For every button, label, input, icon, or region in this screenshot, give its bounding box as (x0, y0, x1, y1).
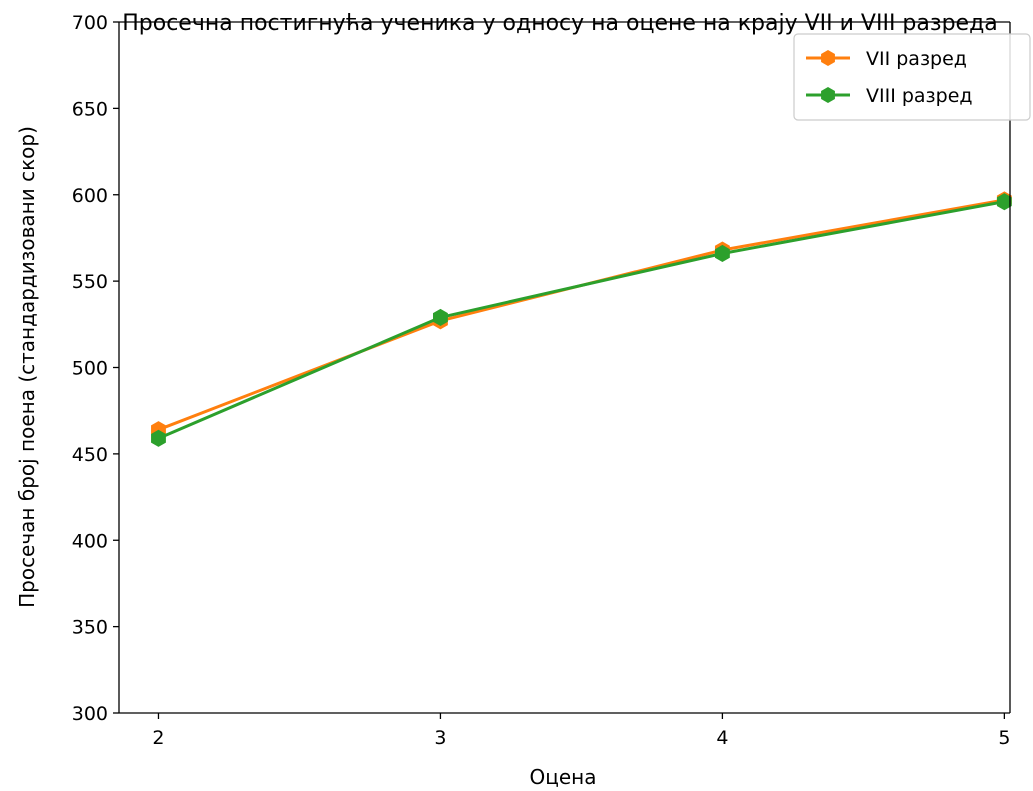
y-tick-label: 400 (72, 530, 108, 552)
legend-label: VIII разред (866, 85, 973, 107)
legend-label: VII разред (866, 48, 967, 70)
y-tick-label: 550 (72, 271, 108, 293)
legend-marker (821, 50, 835, 66)
series-layer (151, 191, 1012, 447)
legend-marker (821, 87, 835, 103)
x-axis-ticks: 2 3 4 5 (152, 713, 1010, 749)
chart-title: Просечна постигнућа ученика у односу на … (122, 11, 998, 36)
y-tick-label: 500 (72, 358, 108, 380)
x-tick-label: 2 (152, 727, 164, 749)
series-2-point (151, 429, 166, 447)
series-line-2 (157, 200, 1005, 440)
y-tick-label: 450 (72, 444, 108, 466)
y-tick-label: 650 (72, 98, 108, 120)
y-tick-label: 350 (72, 617, 108, 639)
y-axis-ticks: 300 350 400 450 500 550 600 650 700 (72, 12, 119, 725)
y-tick-label: 600 (72, 185, 108, 207)
series-2-point (996, 193, 1012, 211)
series-2-point (433, 308, 448, 326)
x-axis-title: Оцена (530, 765, 597, 789)
series-2-point (714, 244, 730, 263)
y-tick-label: 300 (72, 703, 108, 725)
x-tick-label: 4 (716, 727, 728, 749)
legend-box (793, 33, 1031, 121)
y-tick-label: 700 (72, 12, 108, 34)
x-tick-label: 3 (434, 727, 446, 749)
x-tick-label: 5 (998, 727, 1010, 749)
series-line-1 (157, 198, 1005, 432)
legend: VII разред VIII разред (793, 33, 1031, 121)
y-axis-title: Просечан број поена (стандардизовани ско… (15, 126, 39, 608)
